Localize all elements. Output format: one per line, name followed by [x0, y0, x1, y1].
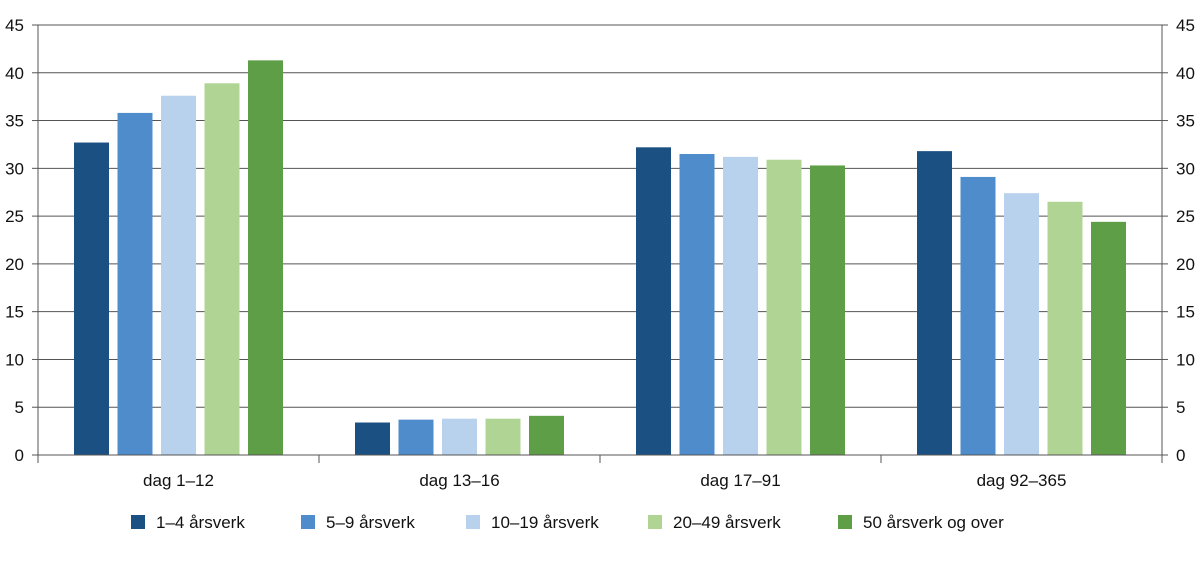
- y-tick-label-right: 15: [1176, 303, 1195, 322]
- bar: [442, 418, 477, 455]
- legend-item: 20–49 årsverk: [648, 513, 781, 532]
- bar: [398, 419, 434, 455]
- y-tick-label-right: 30: [1176, 159, 1195, 178]
- bar: [960, 176, 996, 455]
- y-tick-label-left: 0: [15, 446, 24, 465]
- legend-swatch: [838, 515, 852, 529]
- legend-label: 10–19 årsverk: [491, 513, 599, 532]
- legend-label: 50 årsverk og over: [863, 513, 1004, 532]
- legend-item: 50 årsverk og over: [838, 513, 1004, 532]
- y-tick-label-left: 5: [15, 398, 24, 417]
- y-tick-label-left: 35: [5, 112, 24, 131]
- legend-item: 5–9 årsverk: [301, 513, 415, 532]
- legend-swatch: [131, 515, 145, 529]
- x-category-label: dag 13–16: [419, 471, 499, 490]
- bar: [723, 156, 758, 455]
- legend: 1–4 årsverk 5–9 årsverk 10–19 årsverk 20–49…: [131, 513, 1004, 532]
- y-tick-label-left: 40: [5, 64, 24, 83]
- bar: [74, 142, 109, 456]
- y-tick-label-right: 40: [1176, 64, 1195, 83]
- legend-swatch: [466, 515, 480, 529]
- x-category-label: dag 92–365: [977, 471, 1067, 490]
- y-axis-right-ticks: 0 5 10 15 20 25 30 35 40 45: [1176, 16, 1195, 465]
- y-tick-label-right: 20: [1176, 255, 1195, 274]
- y-tick-label-right: 25: [1176, 207, 1195, 226]
- legend-label: 5–9 årsverk: [326, 513, 415, 532]
- y-tick-label-right: 35: [1176, 112, 1195, 131]
- bar: [117, 112, 153, 456]
- bar: [1047, 201, 1083, 455]
- legend-label: 20–49 årsverk: [673, 513, 781, 532]
- legend-item: 1–4 årsverk: [131, 513, 245, 532]
- bar: [810, 165, 845, 455]
- x-category-label: dag 1–12: [143, 471, 214, 490]
- y-tick-label-right: 45: [1176, 16, 1195, 35]
- bar: [636, 147, 671, 456]
- y-tick-label-left: 20: [5, 255, 24, 274]
- legend-swatch: [648, 515, 662, 529]
- bar: [161, 95, 196, 455]
- legend-swatch: [301, 515, 315, 529]
- legend-label: 1–4 årsverk: [156, 513, 245, 532]
- bar: [204, 83, 240, 456]
- y-tick-label-right: 5: [1176, 398, 1185, 417]
- bar: [917, 151, 952, 455]
- bar: [485, 418, 521, 455]
- y-tick-label-left: 30: [5, 159, 24, 178]
- bar: [1004, 193, 1039, 455]
- y-tick-label-left: 15: [5, 303, 24, 322]
- bar: [248, 60, 283, 455]
- bar: [355, 422, 390, 455]
- y-tick-label-left: 25: [5, 207, 24, 226]
- bar: [529, 415, 564, 455]
- bar: [766, 159, 802, 455]
- axes: [32, 24, 1168, 463]
- legend-item: 10–19 årsverk: [466, 513, 599, 532]
- bars: [74, 60, 1126, 456]
- bar: [1091, 221, 1126, 455]
- y-tick-label-left: 10: [5, 350, 24, 369]
- y-axis-left-ticks: 0 5 10 15 20 25 30 35 40 45: [5, 16, 24, 465]
- x-category-label: dag 17–91: [700, 471, 780, 490]
- y-tick-label-left: 45: [5, 16, 24, 35]
- y-tick-label-right: 0: [1176, 446, 1185, 465]
- y-tick-label-right: 10: [1176, 350, 1195, 369]
- bar: [679, 154, 715, 455]
- x-axis-category-labels: dag 1–12 dag 13–16 dag 17–91 dag 92–365: [143, 471, 1066, 490]
